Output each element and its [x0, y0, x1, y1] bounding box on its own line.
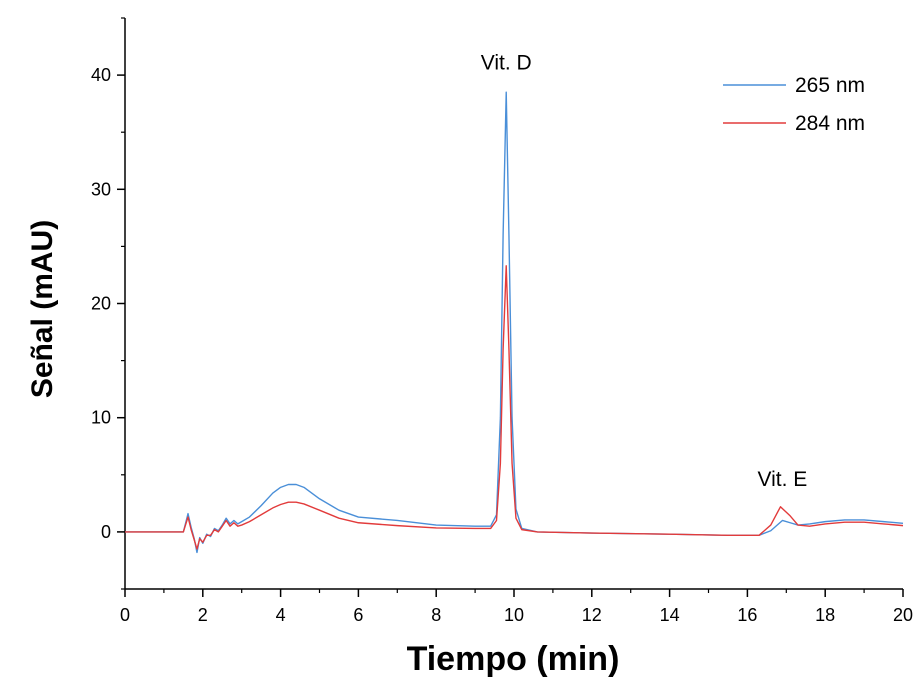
legend: 265 nm 284 nm — [723, 74, 865, 135]
x-tick-label: 14 — [660, 605, 680, 625]
x-tick-label: 8 — [431, 605, 441, 625]
x-tick-label: 18 — [815, 605, 835, 625]
legend-label: 284 nm — [795, 112, 865, 135]
x-tick-label: 12 — [582, 605, 602, 625]
x-tick-label: 4 — [276, 605, 286, 625]
series-line-265-nm — [125, 91, 904, 554]
x-tick-label: 0 — [120, 605, 130, 625]
x-tick-label: 10 — [504, 605, 524, 625]
peak-label: Vit. E — [758, 468, 808, 491]
series-layer — [125, 91, 904, 554]
axes: 0 2 4 6 8 10 12 14 16 18 20 0 10 20 30 40 — [91, 17, 913, 625]
series-line-284-nm — [125, 265, 904, 550]
y-tick-label: 10 — [91, 408, 111, 428]
annotations: Vit. D Vit. E — [481, 51, 808, 491]
y-tick-label: 0 — [101, 522, 111, 542]
x-tick-label: 6 — [353, 605, 363, 625]
x-tick-label: 2 — [198, 605, 208, 625]
legend-label: 265 nm — [795, 74, 865, 97]
x-tick-label: 16 — [737, 605, 757, 625]
peak-label: Vit. D — [481, 51, 532, 74]
y-axis-title: Señal (mAU) — [26, 220, 59, 398]
x-tick-label: 20 — [893, 605, 913, 625]
y-tick-label: 40 — [91, 65, 111, 85]
x-axis-title: Tiempo (min) — [407, 640, 620, 677]
y-tick-label: 20 — [91, 294, 111, 314]
y-tick-label: 30 — [91, 179, 111, 199]
